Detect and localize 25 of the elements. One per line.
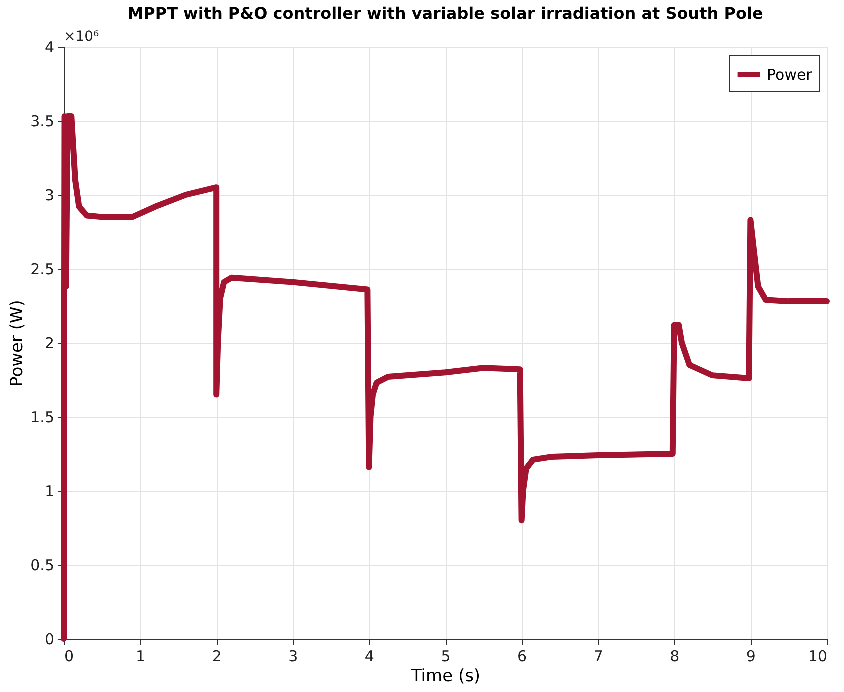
y-axis-title: Power (W) [8,300,28,387]
y-tick-label: 1 [44,482,54,500]
y-tick-label: 2.5 [30,260,54,278]
x-tick-label: 7 [594,648,604,666]
x-tick-label: 2 [212,648,222,666]
y-tick-label: 0 [44,630,54,648]
x-tick-label: 0 [64,648,74,666]
x-tick-label: 6 [518,648,528,666]
y-tick-label: 4 [44,38,54,56]
x-axis-title: Time (s) [410,666,481,686]
y-tick-label: 2 [44,334,54,352]
x-tick-label: 8 [670,648,680,666]
y-tick-label: 0.5 [30,556,54,574]
y-tick-label: 1.5 [30,408,54,426]
x-tick-label: 10 [808,648,828,666]
chart-title: MPPT with P&O controller with variable solar irradiation at South Pole [128,4,764,23]
y-tick-label: 3.5 [30,112,54,130]
x-tick-label: 4 [364,648,374,666]
x-tick-label: 1 [136,648,146,666]
x-tick-label: 5 [441,648,451,666]
x-tick-label: 3 [288,648,298,666]
y-tick-label: 3 [44,186,54,204]
text: ×10⁶ [64,29,100,45]
legend-label: Power [767,66,814,84]
x-tick-label: 9 [746,648,756,666]
